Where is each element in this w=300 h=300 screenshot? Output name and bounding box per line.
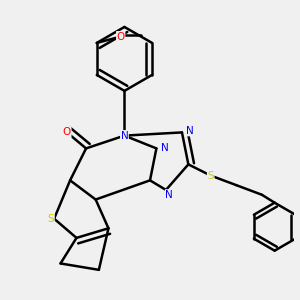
Text: O: O bbox=[63, 128, 71, 137]
Text: O: O bbox=[117, 32, 125, 41]
Text: N: N bbox=[121, 130, 128, 141]
Text: S: S bbox=[207, 171, 214, 181]
Text: N: N bbox=[160, 143, 168, 153]
Text: N: N bbox=[165, 190, 173, 200]
Text: S: S bbox=[48, 214, 54, 224]
Text: N: N bbox=[186, 126, 194, 136]
